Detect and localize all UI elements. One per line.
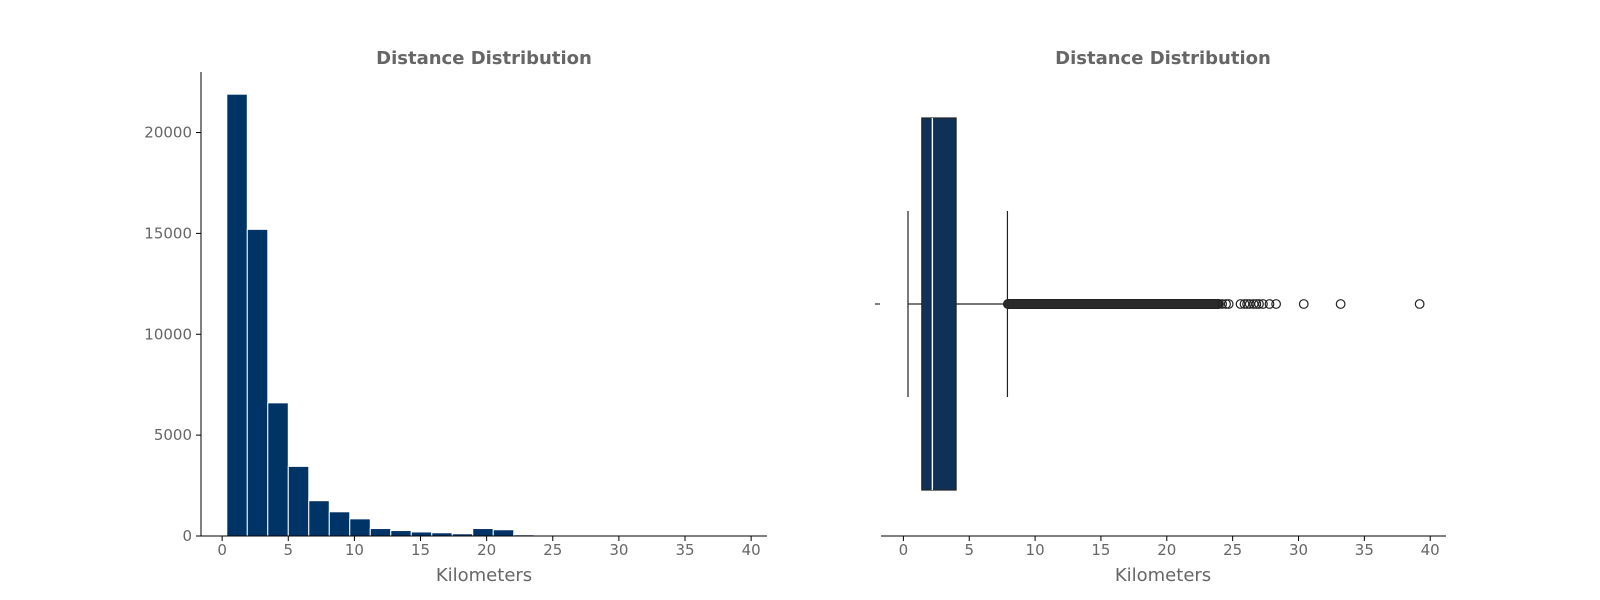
boxplot-outlier-15: [1414, 299, 1425, 309]
boxplot-outlier-12: [1271, 299, 1282, 309]
histogram-bar-9: [410, 531, 433, 537]
histogram-x-tick-label: 15: [411, 541, 430, 559]
histogram-x-tick-label: 0: [217, 541, 227, 559]
histogram-bar-7: [369, 528, 392, 537]
histogram-y-tick-label: 0: [182, 527, 192, 545]
histogram-bar-12: [472, 528, 494, 537]
boxplot-outlier-4: [1239, 299, 1250, 309]
boxplot-x-ticks: 0 5 10 15 20 25 30 35 40: [899, 536, 1440, 559]
histogram-x-tick-label: 30: [609, 541, 628, 559]
boxplot-title: Distance Distribution: [1055, 48, 1271, 69]
boxplot-x-tick-label: 15: [1091, 541, 1110, 559]
boxplot-x-tick-label: 0: [899, 541, 909, 559]
histogram-bar-4: [308, 500, 330, 537]
histogram-bar-13: [492, 529, 515, 537]
histogram-x-ticks: 0 5 10 15 20 25 30 35 40: [217, 536, 761, 559]
boxplot-box: [921, 117, 957, 491]
histogram-y-tick-label: 10000: [144, 325, 192, 343]
boxplot-x-tick-label: 40: [1421, 541, 1440, 559]
histogram-bar-1: [246, 228, 269, 537]
boxplot-outlier-8: [1251, 299, 1262, 309]
boxplot-outlier-2: [1223, 299, 1234, 309]
boxplot-outlier-6: [1244, 299, 1255, 309]
histogram-title: Distance Distribution: [376, 48, 592, 69]
histogram-y-tick-label: 15000: [144, 224, 192, 242]
boxplot-panel: Distance Distribution 0 5 10 15 20 25 30 35 40 K…: [875, 48, 1446, 586]
histogram-x-tick-label: 5: [284, 541, 294, 559]
histogram-y-tick-label: 20000: [144, 124, 192, 142]
boxplot-outlier-10: [1258, 299, 1268, 309]
histogram-bar-3: [287, 465, 310, 537]
boxplot-outlier-0: [1217, 299, 1228, 309]
histogram-x-tick-label: 20: [477, 541, 496, 559]
boxplot-outlier-9: [1254, 299, 1264, 309]
boxplot-outlier-7: [1248, 299, 1259, 309]
boxplot-outlier-3: [1235, 299, 1246, 309]
boxplot-outlier-1: [1221, 299, 1231, 309]
histogram-x-tick-label: 25: [543, 541, 562, 559]
boxplot-outlier-11: [1264, 299, 1275, 309]
boxplot-x-tick-label: 30: [1289, 541, 1308, 559]
boxplot-x-tick-label: 5: [964, 541, 974, 559]
histogram-y-tick-label: 5000: [154, 426, 192, 444]
histogram-bar-8: [390, 530, 412, 537]
boxplot-outlier-14: [1335, 299, 1346, 309]
boxplot-outlier-13: [1298, 299, 1309, 309]
histogram-x-tick-label: 40: [742, 541, 761, 559]
boxplot-x-tick-label: 35: [1355, 541, 1374, 559]
histogram-bar-6: [349, 518, 371, 537]
boxplot-x-tick-label: 10: [1026, 541, 1045, 559]
boxplot-marks: [907, 117, 1425, 491]
histogram-bar-0: [226, 93, 248, 537]
boxplot-x-tick-label: 20: [1157, 541, 1176, 559]
boxplot-x-label: Kilometers: [1115, 565, 1211, 586]
histogram-x-label: Kilometers: [436, 565, 532, 586]
boxplot-outlier-band: [1002, 299, 1224, 309]
histogram-panel: Distance Distribution 0 5 10 15 20 25 30 35 40 0…: [144, 48, 767, 586]
histogram-x-tick-label: 10: [345, 541, 364, 559]
histogram-bar-2: [267, 402, 289, 537]
boxplot-outlier-5: [1242, 299, 1253, 309]
histogram-bar-5: [328, 511, 351, 537]
boxplot-x-tick-label: 25: [1223, 541, 1242, 559]
histogram-bars: [226, 93, 740, 537]
histogram-x-tick-label: 35: [675, 541, 694, 559]
histogram-y-ticks: 0 5000 10000 15000 20000: [144, 124, 201, 545]
